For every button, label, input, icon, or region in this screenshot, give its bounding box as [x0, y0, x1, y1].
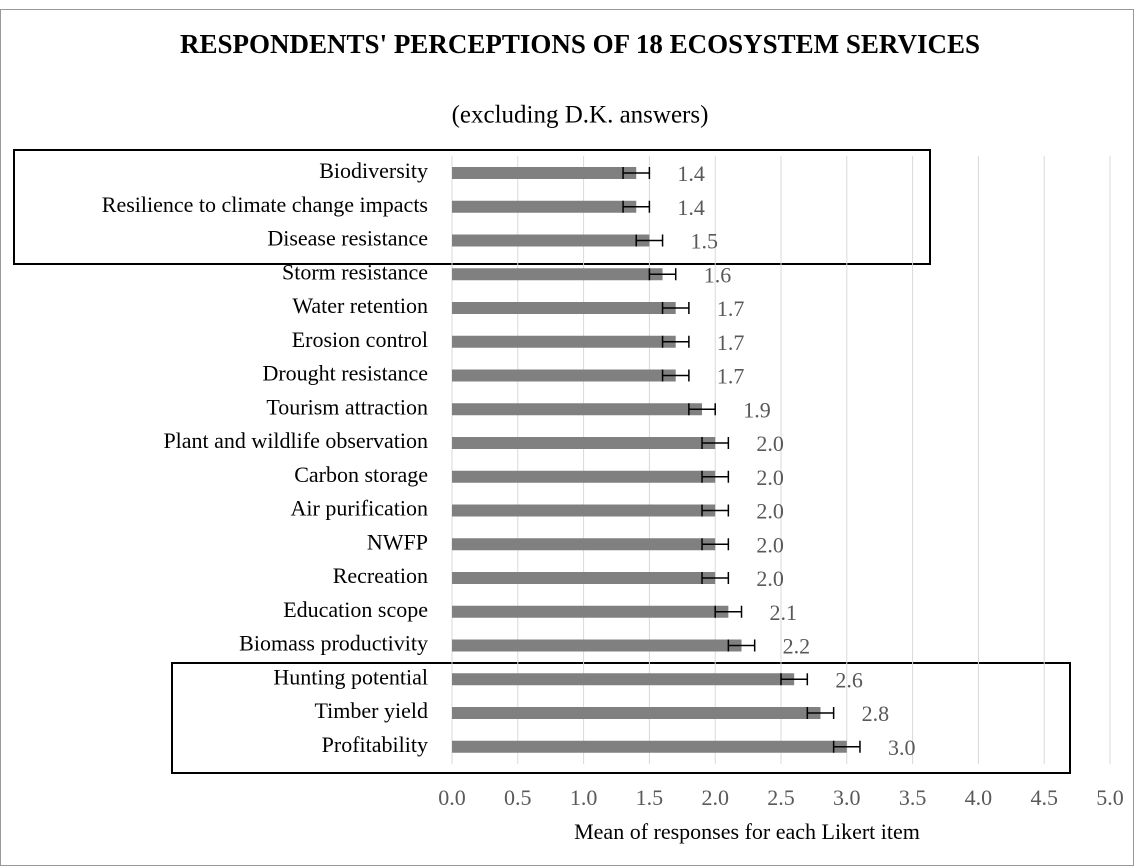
y-tick-label: Biodiversity — [319, 158, 428, 183]
y-tick-label: Carbon storage — [294, 462, 428, 487]
x-tick-label: 2.0 — [701, 785, 729, 810]
bar — [452, 167, 637, 179]
value-label: 1.5 — [691, 229, 719, 254]
y-tick-label: Biomass productivity — [239, 631, 428, 656]
bar — [452, 335, 676, 348]
error-bar — [661, 335, 690, 348]
x-axis-label: Mean of responses for each Likert item — [574, 819, 920, 844]
error-bar — [661, 302, 690, 314]
chart-subtitle: (excluding D.K. answers) — [452, 102, 709, 129]
value-label: 1.9 — [743, 397, 771, 422]
x-tick-label: 3.5 — [899, 785, 927, 810]
value-label: 2.0 — [756, 566, 784, 591]
error-bar — [701, 538, 730, 551]
x-tick-label: 0.0 — [438, 785, 466, 810]
value-label: 2.2 — [783, 634, 811, 659]
value-label: 1.7 — [717, 330, 745, 355]
value-label: 3.0 — [888, 735, 916, 760]
y-tick-label: Storm resistance — [282, 259, 428, 284]
bar — [452, 605, 729, 618]
bar — [452, 268, 663, 281]
highlight-box — [13, 149, 931, 265]
bar — [452, 707, 821, 719]
value-label: 2.0 — [756, 465, 784, 490]
bar — [452, 538, 716, 551]
bar — [452, 572, 716, 584]
y-tick-label: Disease resistance — [267, 226, 428, 251]
x-tick-label: 3.0 — [833, 785, 861, 810]
error-bar — [701, 470, 730, 483]
value-label: 2.6 — [835, 667, 863, 692]
bar — [452, 200, 637, 213]
error-bar — [714, 605, 743, 618]
y-tick-label: Tourism attraction — [266, 394, 428, 419]
error-bar — [688, 403, 716, 416]
bar — [452, 234, 650, 247]
bar — [452, 740, 847, 753]
y-tick-label: Water retention — [292, 293, 428, 318]
value-label: 2.0 — [756, 431, 784, 456]
y-tick-label: Erosion control — [292, 327, 428, 352]
value-label: 2.0 — [756, 499, 784, 524]
error-bar — [622, 200, 651, 213]
value-label: 2.0 — [756, 532, 784, 557]
x-tick-label: 2.5 — [767, 785, 795, 810]
y-tick-label: Education scope — [283, 597, 428, 622]
bar — [452, 639, 742, 652]
bar — [452, 673, 795, 686]
bar — [452, 403, 703, 416]
highlight-box — [171, 662, 1071, 774]
value-label: 1.6 — [704, 262, 732, 287]
y-tick-label: Resilience to climate change impacts — [102, 192, 428, 217]
y-tick-label: NWFP — [367, 529, 428, 554]
x-tick-label: 0.5 — [504, 785, 532, 810]
error-bar — [701, 504, 730, 517]
value-label: 1.4 — [677, 195, 705, 220]
error-bar — [635, 234, 664, 247]
bar — [452, 369, 676, 382]
y-tick-label: Drought resistance — [262, 361, 428, 386]
value-label: 1.7 — [717, 296, 745, 321]
x-tick-label: 1.5 — [636, 785, 664, 810]
y-tick-label: Profitability — [322, 732, 428, 757]
bar — [452, 470, 716, 483]
value-label: 1.7 — [717, 364, 745, 389]
value-label: 2.1 — [770, 600, 798, 625]
y-tick-label: Recreation — [333, 563, 428, 588]
y-tick-label: Air purification — [291, 496, 428, 521]
value-label: 2.8 — [862, 701, 890, 726]
error-bar — [727, 639, 756, 652]
x-tick-label: 4.5 — [1030, 785, 1058, 810]
error-bar — [701, 572, 730, 584]
chart-title: RESPONDENTS' PERCEPTIONS OF 18 ECOSYSTEM… — [180, 29, 980, 59]
value-label: 1.4 — [677, 161, 705, 186]
x-tick-label: 5.0 — [1096, 785, 1124, 810]
error-bar — [622, 167, 651, 179]
error-bar — [701, 437, 730, 449]
y-tick-label: Timber yield — [315, 698, 428, 723]
error-bar — [661, 369, 690, 382]
bar — [452, 504, 716, 517]
y-tick-label: Hunting potential — [273, 664, 428, 689]
error-bar — [780, 673, 809, 686]
x-tick-label: 1.0 — [570, 785, 598, 810]
y-tick-label: Plant and wildlife observation — [163, 428, 428, 453]
x-tick-label: 4.0 — [965, 785, 993, 810]
error-bar — [806, 707, 835, 719]
error-bar — [648, 268, 677, 281]
bar — [452, 302, 676, 314]
bar — [452, 437, 716, 449]
error-bar — [832, 740, 861, 753]
